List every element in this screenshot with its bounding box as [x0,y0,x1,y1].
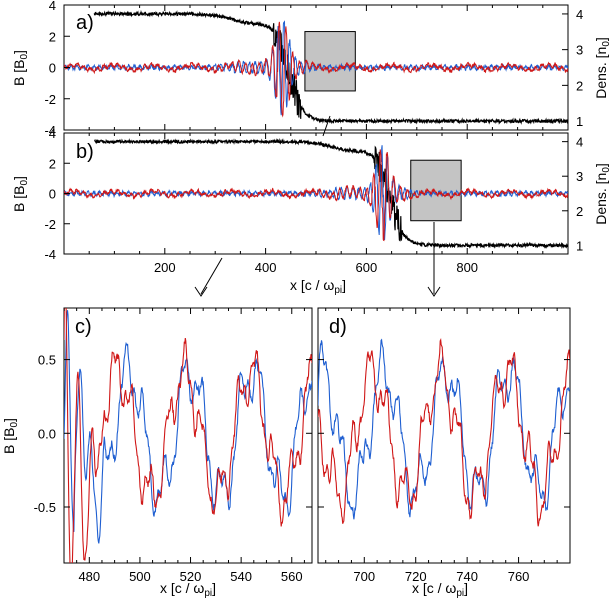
panel-c-bz-line [64,308,312,563]
panel-a-bz-line [64,21,568,118]
panel-b-ylabel: B [B0] [11,176,30,212]
panel-d-traces [318,337,570,527]
panel-b-bz-line [64,149,568,242]
panel-d: 700 720 740 760 d) x [c / ωpi] [317,307,571,599]
panel-c-xlabel: x [c / ωpi] [160,580,216,599]
panel-b-label: b) [76,141,94,163]
panel-a-ytick-label: 4 [49,0,56,13]
panel-b-xtick-label: 600 [356,260,378,275]
panel-a-ytick-label: -2 [44,92,56,107]
panel-d-xlabel: x [c / ωpi] [412,580,468,599]
zoom-connectors [194,115,441,297]
panel-a-zoom-box [304,31,356,92]
panel-c-ytick-label: 0.0 [38,426,56,441]
panel-a-density-line [93,9,568,125]
panel-a-ytick-label: 0 [49,61,56,76]
panel-b-y2tick-label: 3 [576,169,583,184]
panel-a-y2tick-label: 2 [576,78,583,93]
panel-a-ytick-label: -4 [44,123,56,138]
panel-c-ylabel: B [B0] [1,418,20,454]
panel-a-y2tick-label: 4 [576,7,583,22]
panel-a-y2label: Dens. [n0] [593,37,612,99]
panel-c-xtick-label: 480 [78,569,100,584]
panel-d-xtick-label: 760 [508,569,530,584]
connector-to-d-arrowhead [427,286,441,297]
panel-b-xlabel: x [c / ωpi] [290,277,346,296]
panel-a-label: a) [76,12,94,34]
panel-c-by-line [64,310,312,544]
panel-c-label: c) [75,316,92,338]
connector-to-c-line [200,257,223,295]
panel-d-xtick-label: 720 [405,569,427,584]
panel-b-y2label: Dens. [n0] [593,163,612,225]
panel-c-plot-area [64,308,312,563]
panel-b-density-line [94,138,568,249]
panel-a-ylabel: B [B0] [11,50,30,86]
panel-c-xtick-label: 500 [129,569,151,584]
panel-b-ytick-label: 0 [49,187,56,202]
panel-b-y2tick-label: 1 [576,238,583,253]
panel-b-y2tick-label: 4 [576,135,583,150]
panel-c-xtick-label: 520 [180,569,202,584]
panel-c: 480 500 520 540 560 0.5 0.0 -0.5 c) B [B0] x [c… [1,307,313,599]
panel-b-xtick-label: 200 [154,260,176,275]
panel-b-ytick-label: -2 [44,217,56,232]
panel-c-xtick-label: 560 [281,569,303,584]
panel-a-ytick-label: 2 [49,29,56,44]
panel-c-xtick-label: 540 [230,569,252,584]
panel-d-ticks: 700 720 740 760 [318,308,571,584]
panel-b-xtick-label: 800 [456,260,478,275]
panel-c-traces [64,308,312,563]
panel-d-plot-area [318,337,570,527]
panel-d-bz-line [318,337,570,527]
panel-d-label: d) [329,316,347,338]
panel-d-xtick-label: 740 [456,569,478,584]
panel-b-ytick-label: 2 [49,156,56,171]
panel-b-y2tick-label: 2 [576,204,583,219]
panel-b-traces [64,138,568,249]
connector-to-c-arrowhead [194,286,208,297]
panel-b-by-line [64,145,568,241]
panel-b-ytick-label: 4 [49,126,56,141]
panel-a-y2tick-label: 3 [576,43,583,58]
connector-a-b [322,115,331,137]
panel-b-zoom-box [410,159,462,222]
panel-c-ytick-label: 0.5 [38,353,56,368]
panel-b-ytick-label: -4 [44,247,56,262]
panel-a-traces [64,9,568,125]
panel-a-plot-area [64,9,568,125]
panel-d-xtick-label: 700 [353,569,375,584]
panel-b-plot-area [64,138,568,249]
panel-d-frame [317,307,571,564]
panel-a-y2tick-label: 1 [576,114,583,129]
panel-c-ticks: 480 500 520 540 560 0.5 0.0 -0.5 [34,308,312,584]
panel-c-frame [63,307,313,564]
panel-c-ytick-label: -0.5 [34,500,56,515]
panel-b-xtick-label: 400 [255,260,277,275]
